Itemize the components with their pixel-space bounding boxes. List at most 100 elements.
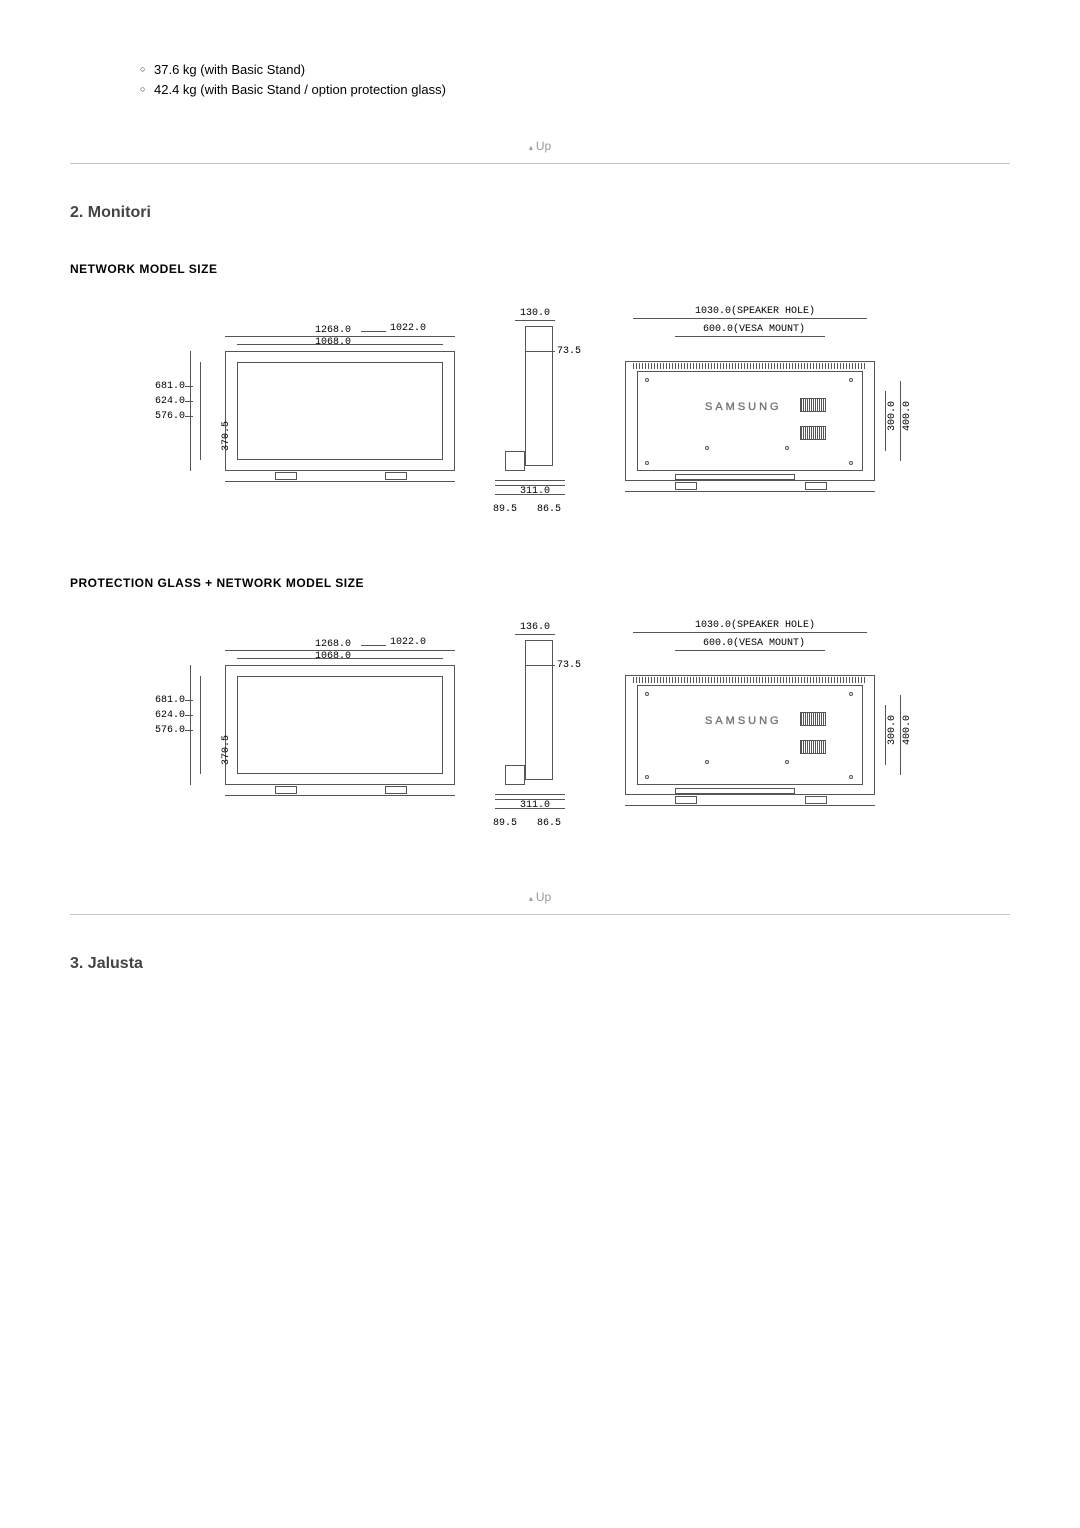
dim-label: 1030.0(SPEAKER HOLE) [695,306,815,317]
dim-line [361,645,386,646]
dim-label: 681.0 [155,695,185,706]
dim-line [185,700,193,701]
dim-label: 576.0 [155,725,185,736]
dim-label: 73.5 [557,660,581,671]
divider [70,914,1010,915]
screw-icon [645,378,649,382]
sub-heading-protection-glass: PROTECTION GLASS + NETWORK MODEL SIZE [70,576,1010,590]
dim-line [885,705,886,765]
dim-line [190,665,191,785]
front-view-diagram: 1268.0 1068.0 1022.0 681.0 624.0 576.0 3… [155,620,465,820]
screw-icon [705,446,709,450]
dim-line [625,805,875,806]
dim-label: 86.5 [537,504,561,515]
dim-label: 624.0 [155,710,185,721]
dim-line [190,351,191,471]
front-inner-rect [237,362,443,460]
diagram-protection-glass: 1268.0 1068.0 1022.0 681.0 624.0 576.0 3… [70,620,1010,840]
sub-heading-network-size: NETWORK MODEL SIZE [70,262,1010,276]
brand-logo: SAMSUNG [705,715,782,727]
dim-line [515,634,555,635]
dim-line [515,320,555,321]
side-body [525,326,553,466]
dim-line [900,381,901,461]
dim-line [200,676,201,774]
speaker-grille [800,398,826,412]
side-foot [505,765,525,785]
dim-line [525,351,555,352]
stand-foot [275,786,297,794]
divider [70,163,1010,164]
dim-label: 600.0(VESA MOUNT) [703,638,805,649]
stand-foot [385,786,407,794]
up-link[interactable]: Up [70,890,1010,904]
screw-icon [645,692,649,696]
diagram-network-model: 1268.0 1068.0 1022.0 681.0 624.0 576.0 3… [70,306,1010,526]
section-heading-jalusta: 3. Jalusta [70,955,1010,973]
section-heading-monitori: 2. Monitori [70,204,1010,222]
side-view-diagram: 130.0 73.5 311.0 89.5 86.5 [485,306,585,526]
dim-label: 311.0 [520,800,550,811]
screw-icon [645,775,649,779]
stand-foot [275,472,297,480]
dim-line [361,331,386,332]
dim-label: 1268.0 [315,325,351,336]
speaker-grille [800,426,826,440]
brand-logo: SAMSUNG [705,401,782,413]
dim-label: 73.5 [557,346,581,357]
dim-label: 1068.0 [315,651,351,662]
diagram-row: 1268.0 1068.0 1022.0 681.0 624.0 576.0 3… [70,306,1010,526]
dim-label: 89.5 [493,818,517,829]
front-view-diagram: 1268.0 1068.0 1022.0 681.0 624.0 576.0 3… [155,306,465,506]
bullet-item: 37.6 kg (with Basic Stand) [140,60,1010,80]
dim-line [185,416,193,417]
dim-line [200,362,201,460]
side-body [525,640,553,780]
screw-icon [849,461,853,465]
speaker-grille [800,712,826,726]
dim-label: 300.0 [887,401,898,431]
back-view-diagram: SAMSUNG 1030.0(SPEAKER HOLE) 600.0(VESA … [605,306,925,526]
dim-line [525,665,555,666]
dim-label: 300.0 [887,715,898,745]
dim-line [185,715,193,716]
dim-line [675,336,825,337]
dim-label: 86.5 [537,818,561,829]
dim-line [675,650,825,651]
page-content: 37.6 kg (with Basic Stand) 42.4 kg (with… [0,0,1080,1053]
dim-line [633,632,867,633]
dim-line [185,386,193,387]
dim-label: 1022.0 [390,637,426,648]
weight-bullet-list: 37.6 kg (with Basic Stand) 42.4 kg (with… [140,60,1010,99]
screw-icon [849,775,853,779]
dim-label: 89.5 [493,504,517,515]
stand-foot [675,482,697,490]
dim-label: 1022.0 [390,323,426,334]
dim-label: 600.0(VESA MOUNT) [703,324,805,335]
dim-label: 576.0 [155,411,185,422]
dim-line [885,391,886,451]
screw-icon [849,378,853,382]
dim-label: 130.0 [520,308,550,319]
up-link[interactable]: Up [70,139,1010,153]
dim-label: 400.0 [902,401,913,431]
dim-line [225,795,455,796]
dim-label: 400.0 [902,715,913,745]
bullet-item: 42.4 kg (with Basic Stand / option prote… [140,80,1010,100]
dim-line [900,695,901,775]
stand-foot [805,796,827,804]
port-panel [675,474,795,480]
dim-label: 624.0 [155,396,185,407]
dim-label: 136.0 [520,622,550,633]
dim-label: 370.5 [221,735,232,765]
screw-icon [849,692,853,696]
speaker-grille [800,740,826,754]
dim-label: 1268.0 [315,639,351,650]
back-panel-rect [637,371,863,471]
side-foot [505,451,525,471]
side-view-diagram: 136.0 73.5 311.0 89.5 86.5 [485,620,585,840]
screw-icon [645,461,649,465]
back-vent-strip [633,677,867,683]
stand-foot [675,796,697,804]
back-panel-rect [637,685,863,785]
